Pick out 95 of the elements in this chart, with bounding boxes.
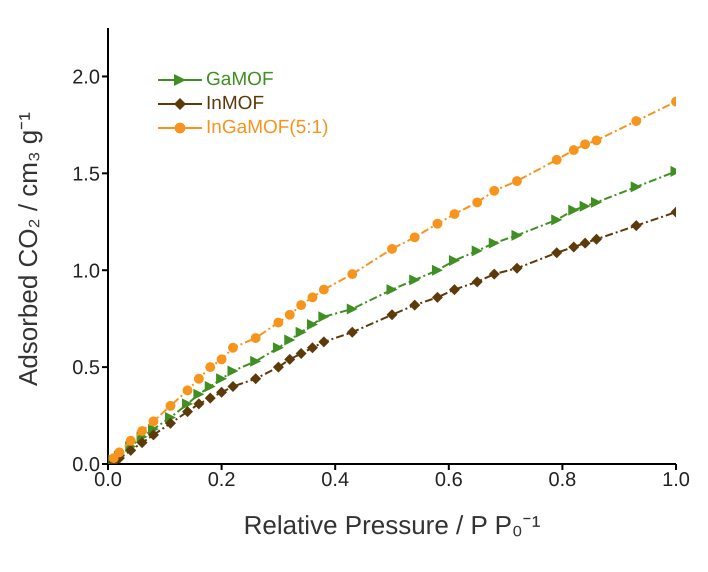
point [387, 244, 397, 254]
y-tick-label: 1.5 [72, 163, 100, 186]
point [216, 386, 228, 398]
point [272, 362, 284, 373]
point [193, 388, 204, 400]
point [204, 392, 216, 404]
point [205, 362, 216, 372]
point [250, 356, 262, 367]
point [472, 245, 483, 256]
point [166, 400, 176, 411]
point [125, 444, 136, 456]
point [204, 380, 216, 392]
point [630, 181, 642, 192]
point [512, 176, 522, 186]
point [511, 230, 522, 241]
point [590, 234, 602, 245]
point [182, 406, 194, 418]
point [148, 429, 159, 440]
point [409, 300, 420, 311]
point [511, 262, 522, 274]
point [590, 196, 602, 208]
point [273, 318, 284, 328]
point [318, 284, 329, 295]
y-tick-label: 1.0 [72, 260, 100, 282]
point [448, 284, 460, 296]
point [216, 354, 227, 364]
point [250, 333, 261, 343]
point [148, 416, 158, 426]
point [488, 238, 500, 249]
point [228, 342, 238, 353]
legend-label: InMOF [206, 93, 264, 115]
point [318, 311, 330, 322]
point [630, 220, 642, 232]
point [386, 309, 398, 320]
point [580, 238, 591, 249]
y-tick-label: 0.5 [72, 357, 100, 380]
point [450, 209, 460, 219]
point [164, 418, 176, 429]
point [182, 398, 194, 410]
point [410, 232, 420, 242]
point [432, 218, 442, 229]
point [318, 336, 330, 348]
point [284, 354, 296, 365]
point [592, 135, 602, 146]
point [193, 398, 204, 410]
point [432, 292, 443, 303]
point [448, 255, 460, 266]
legend-label: InGaMOF(5:1) [206, 117, 328, 139]
point [488, 268, 500, 280]
point [580, 200, 591, 212]
x-tick-label: 0.8 [548, 469, 576, 492]
point [284, 334, 296, 346]
x-tick-label: 0.6 [434, 469, 463, 492]
point [308, 292, 318, 302]
point [137, 426, 148, 436]
y-axis-title: Adsorbed CO₂ / cm₃ g⁻¹ [13, 112, 44, 386]
point [114, 447, 124, 458]
point [580, 139, 590, 150]
y-tick-label: 2.0 [72, 66, 100, 89]
point [216, 373, 228, 384]
point [568, 145, 579, 156]
point [568, 204, 580, 216]
point [306, 318, 318, 330]
point [347, 269, 358, 280]
point [346, 303, 358, 314]
x-tick-label: 1.0 [662, 469, 690, 492]
point [489, 186, 500, 196]
point [296, 300, 306, 310]
point [136, 437, 148, 448]
point [227, 380, 238, 392]
point [346, 326, 358, 338]
point [472, 276, 483, 288]
point [250, 373, 262, 384]
x-tick-label: 0.4 [321, 469, 350, 492]
point [227, 365, 238, 376]
point [432, 264, 443, 276]
point [296, 326, 307, 338]
point [386, 284, 398, 296]
point [631, 116, 642, 126]
point [306, 342, 318, 354]
point [551, 214, 562, 226]
point [409, 274, 420, 286]
x-tick-label: 0.2 [208, 469, 236, 492]
point [296, 348, 307, 360]
point [272, 342, 284, 354]
point [551, 247, 562, 258]
legend-label: GaMOF [206, 69, 274, 91]
point [182, 385, 192, 396]
point [568, 241, 580, 252]
point [472, 197, 482, 208]
point [552, 154, 562, 165]
point [194, 374, 204, 384]
x-axis-title: Relative Pressure / P P₀⁻¹ [244, 510, 541, 540]
point [126, 436, 136, 446]
point [284, 310, 295, 320]
